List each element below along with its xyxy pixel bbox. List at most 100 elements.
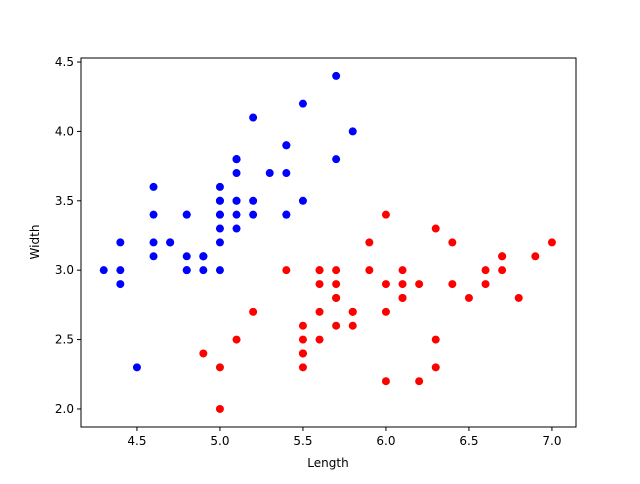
point — [215, 363, 224, 372]
point — [116, 280, 125, 289]
y-tick-label: 4.5 — [55, 55, 74, 69]
point — [215, 266, 224, 275]
point — [232, 196, 241, 205]
point — [498, 252, 507, 261]
point — [132, 363, 141, 372]
point — [415, 377, 424, 386]
x-tick-label: 4.5 — [127, 434, 146, 448]
x-tick-label: 5.0 — [210, 434, 229, 448]
point — [215, 238, 224, 247]
point — [315, 307, 324, 316]
point — [481, 266, 490, 275]
y-tick-label: 2.0 — [55, 402, 74, 416]
point — [249, 196, 258, 205]
point — [431, 363, 440, 372]
point — [199, 252, 208, 261]
plot-frame — [80, 57, 577, 428]
point — [215, 182, 224, 191]
point — [215, 224, 224, 233]
point — [348, 127, 357, 136]
y-axis-label: Width — [28, 225, 42, 260]
point — [332, 321, 341, 330]
point — [448, 280, 457, 289]
point — [348, 321, 357, 330]
point — [149, 210, 158, 219]
x-axis-label: Length — [307, 456, 348, 470]
x-tick-label: 5.5 — [293, 434, 312, 448]
point — [315, 280, 324, 289]
point — [481, 280, 490, 289]
point — [332, 71, 341, 80]
y-tick-label: 2.5 — [55, 333, 74, 347]
point — [431, 335, 440, 344]
point — [116, 238, 125, 247]
point — [415, 280, 424, 289]
point — [182, 252, 191, 261]
point — [182, 266, 191, 275]
point — [448, 238, 457, 247]
point — [282, 210, 291, 219]
point — [149, 238, 158, 247]
point — [398, 280, 407, 289]
point — [298, 335, 307, 344]
point — [332, 266, 341, 275]
point — [398, 293, 407, 302]
point — [215, 404, 224, 413]
y-tick-label: 3.5 — [55, 194, 74, 208]
point — [232, 155, 241, 164]
y-tick-label: 4.0 — [55, 124, 74, 138]
point — [232, 210, 241, 219]
point — [182, 210, 191, 219]
point — [381, 210, 390, 219]
point — [464, 293, 473, 302]
x-tick-label: 6.0 — [376, 434, 395, 448]
point — [249, 307, 258, 316]
y-tick-label: 3.0 — [55, 263, 74, 277]
point — [315, 266, 324, 275]
point — [381, 307, 390, 316]
point — [332, 155, 341, 164]
point — [298, 321, 307, 330]
point — [232, 224, 241, 233]
point — [315, 335, 324, 344]
point — [498, 266, 507, 275]
point — [215, 210, 224, 219]
point — [332, 293, 341, 302]
point — [365, 238, 374, 247]
point — [265, 169, 274, 178]
point — [199, 266, 208, 275]
point — [348, 307, 357, 316]
point — [547, 238, 556, 247]
point — [116, 266, 125, 275]
point — [282, 141, 291, 150]
point — [398, 266, 407, 275]
point — [381, 377, 390, 386]
x-tick-label: 7.0 — [542, 434, 561, 448]
point — [166, 238, 175, 247]
point — [298, 349, 307, 358]
point — [232, 335, 241, 344]
point — [149, 182, 158, 191]
point — [298, 363, 307, 372]
point — [249, 113, 258, 122]
point — [149, 252, 158, 261]
point — [332, 280, 341, 289]
point — [215, 196, 224, 205]
point — [514, 293, 523, 302]
point — [282, 169, 291, 178]
point — [365, 266, 374, 275]
point — [531, 252, 540, 261]
point — [431, 224, 440, 233]
point — [249, 210, 258, 219]
point — [199, 349, 208, 358]
point — [99, 266, 108, 275]
point — [298, 99, 307, 108]
point — [381, 280, 390, 289]
point — [232, 169, 241, 178]
x-tick-label: 6.5 — [459, 434, 478, 448]
point — [298, 196, 307, 205]
point — [282, 266, 291, 275]
